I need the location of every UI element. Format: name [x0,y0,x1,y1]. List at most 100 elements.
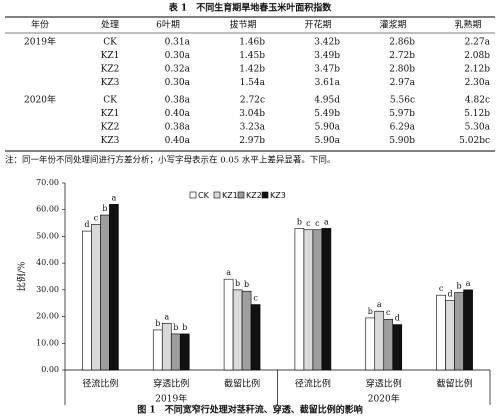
table-header: 处理 [101,19,119,31]
significance-letter: a [112,193,117,202]
significance-letter: c [253,294,258,303]
table-cell: 5.90a [315,136,341,146]
x-tick-label: 径流比例 [295,378,331,390]
significance-letter: d [448,290,453,299]
table-cell: KZ3 [101,136,120,146]
significance-letter: b [173,323,178,332]
table-header: 6叶期 [156,20,180,31]
legend-label: KZ3 [270,191,286,200]
table-cell: 3.49b [314,51,340,61]
table-year: 2019年 [24,36,56,48]
table-cell: 3.47b [314,65,340,75]
bar [454,292,464,371]
table-cell: 1.42b [239,65,265,75]
table-cell: 2.86b [389,38,415,48]
table-cell: 4.82c [465,96,490,106]
y-tick-label: 60.00 [36,205,59,214]
table-cell: 2.97a [390,78,416,88]
significance-letter: d [395,314,400,323]
bar [91,224,101,371]
table-cell: 5.90a [315,123,341,133]
table-cell: 0.38a [165,123,191,133]
table-cell: 2.72b [389,51,415,61]
table-cell: 4.95d [314,96,340,106]
table-cell: 0.40a [165,136,191,146]
legend-label: KZ1 [222,191,238,200]
table-cell: 0.32a [165,65,191,75]
table-cell: 5.02bc [459,136,490,146]
table-cell: KZ2 [101,65,120,75]
figure-caption: 图 1 不同宽窄行处理对茎秆流、穿透、截留比例的影响 [137,404,362,416]
table-cell: 2.80b [389,65,415,75]
table-cell: 2.12b [464,65,490,75]
y-tick-label: 10.00 [36,338,59,347]
bar [392,324,403,371]
y-tick-label: 0.00 [41,365,59,374]
y-axis-label: 比例/% [16,261,28,291]
bar [232,289,243,371]
bar [312,229,323,371]
legend-swatch [237,191,245,199]
bar [100,214,110,371]
bar [321,228,332,371]
bar [170,333,181,371]
table-cell: 2.08b [464,51,490,61]
table-cell: 1.54a [240,78,266,88]
table-cell: 3.42b [314,38,340,48]
legend-label: KZ2 [246,191,262,200]
significance-letter: a [377,300,382,309]
significance-letter: a [324,217,329,226]
significance-letter: c [315,219,320,228]
table-cell: 6.29a [390,123,416,133]
table-cell: 3.04b [239,109,265,119]
bar [241,290,252,371]
table-cell: 5.97b [389,109,415,119]
significance-letter: b [244,280,249,289]
significance-letter: b [182,323,187,332]
group-label: 2019年 [155,393,187,405]
significance-letter: a [164,312,169,321]
significance-letter: b [368,307,373,316]
table-cell: 5.12b [464,109,490,119]
table-cell: 0.30a [165,51,191,61]
x-tick-label: 截留比例 [224,378,260,390]
group-label: 2020年 [368,393,400,405]
significance-letter: a [466,279,471,288]
table-header: 年份 [31,19,49,31]
significance-letter: a [226,268,231,277]
bar [179,333,190,371]
table-cell: KZ1 [101,51,120,61]
bar [109,204,119,371]
significance-letter: b [102,204,107,213]
bar [303,229,314,371]
table-cell: 0.40a [165,109,191,119]
table-year: 2020年 [24,94,56,106]
table-cell: CK [103,38,117,48]
table-cell: 2.72c [240,96,265,106]
table-cell: 0.31a [165,38,191,48]
x-tick-label: 径流比例 [82,378,118,390]
y-tick-label: 20.00 [36,312,59,321]
table-cell: 3.23a [240,123,266,133]
table-cell: 0.38a [165,96,191,106]
table-note: 注：同一年份不同处理间进行方差分析；小写字母表示在 0.05 水平上差异显著。下… [5,155,335,166]
x-tick-label: 穿透比例 [366,378,402,390]
table-header: 乳熟期 [454,19,481,31]
table-cell: 5.56c [390,96,415,106]
legend-swatch [261,191,269,199]
significance-letter: c [386,308,391,317]
significance-letter: b [297,217,302,226]
significance-letter: c [439,284,444,293]
table-header: 灌浆期 [379,19,406,31]
table-cell: KZ2 [101,123,120,133]
bar [294,228,305,371]
chart: 0.00 10.00 20.00 30.00 40.00 50.00 60.00 70.00 比… [16,178,491,405]
table-title: 表 1 不同生育期旱地春玉米叶面积指数 [168,2,332,14]
bar [374,310,385,371]
bar [463,289,473,371]
bar [445,300,455,371]
table-cell: KZ3 [101,78,120,88]
significance-letter: c [94,213,99,222]
y-tick-label: 50.00 [36,231,59,240]
